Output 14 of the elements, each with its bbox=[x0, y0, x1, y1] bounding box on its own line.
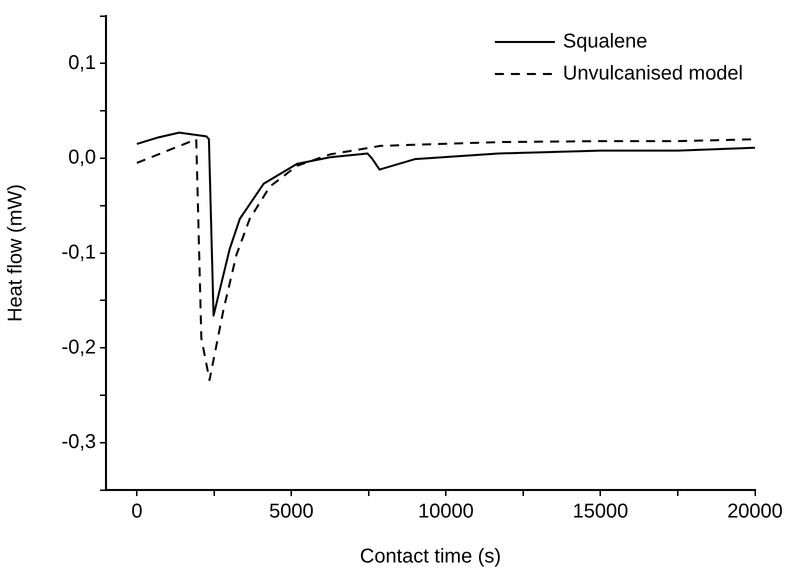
x-tick-label: 0 bbox=[131, 500, 142, 523]
legend-label: Squalene bbox=[562, 30, 648, 53]
x-tick-label: 20000 bbox=[727, 500, 783, 523]
x-tick-label: 10000 bbox=[418, 500, 474, 523]
y-tick-label: -0,1 bbox=[62, 242, 96, 264]
y-tick-label: 0,0 bbox=[68, 146, 96, 169]
y-axis-title: Heat flow (mW) bbox=[4, 184, 27, 322]
x-axis-title: Contact time (s) bbox=[360, 546, 502, 568]
x-tick-label: 15000 bbox=[572, 500, 628, 523]
y-tick-label: -0,3 bbox=[62, 431, 96, 454]
legend-label: Unvulcanised model bbox=[562, 62, 744, 85]
y-tick-label: -0,2 bbox=[62, 336, 96, 358]
y-tick-label: 0,1 bbox=[68, 52, 96, 74]
x-tick-label: 5000 bbox=[269, 500, 314, 523]
